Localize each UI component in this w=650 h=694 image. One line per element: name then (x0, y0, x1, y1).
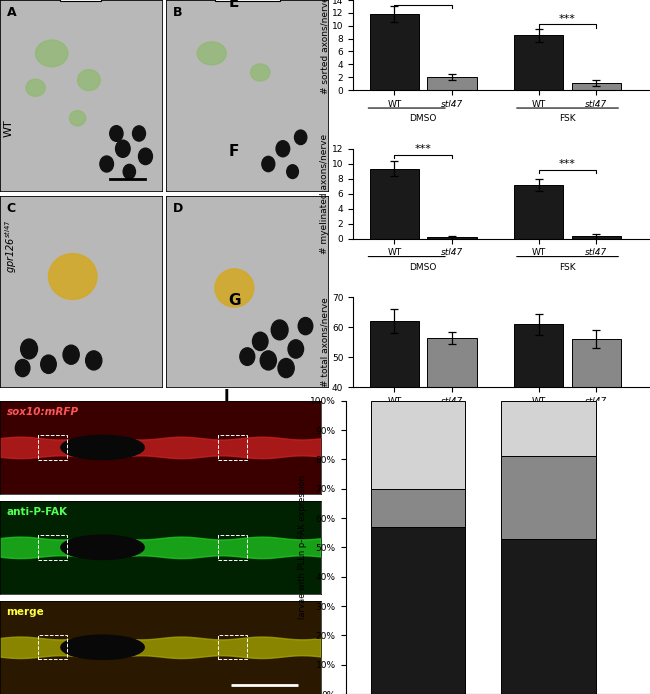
Text: B: B (173, 6, 183, 19)
Circle shape (123, 164, 135, 179)
Text: ***: *** (415, 0, 432, 5)
Circle shape (262, 156, 275, 171)
Y-axis label: # sorted axons/nerve: # sorted axons/nerve (320, 0, 329, 94)
Text: sox10:mRFP: sox10:mRFP (6, 407, 79, 417)
Circle shape (61, 635, 144, 659)
Bar (38, 535, 68, 559)
Text: D: D (173, 202, 183, 215)
Bar (427, 237, 477, 239)
Text: WT: WT (3, 119, 13, 137)
Text: anti-P-FAK: anti-P-FAK (6, 507, 68, 517)
Circle shape (278, 359, 294, 378)
Ellipse shape (49, 253, 97, 299)
Bar (514, 185, 564, 239)
Bar (370, 14, 419, 90)
Bar (218, 635, 247, 659)
Bar (371, 527, 465, 694)
Text: ***: *** (415, 144, 432, 154)
Text: DMSO: DMSO (410, 115, 437, 124)
Circle shape (86, 351, 102, 370)
Text: ***: *** (559, 14, 576, 24)
Bar (371, 400, 465, 489)
Text: I: I (224, 389, 229, 404)
Circle shape (252, 332, 268, 350)
Bar (571, 83, 621, 90)
Y-axis label: # myelinated axons/nerve: # myelinated axons/nerve (320, 133, 329, 253)
Circle shape (63, 345, 79, 364)
Circle shape (138, 149, 152, 164)
Bar (427, 337, 477, 507)
Y-axis label: larvae with PLLn p-FAK expression: larvae with PLLn p-FAK expression (298, 475, 307, 619)
Circle shape (41, 355, 57, 373)
Bar (427, 77, 477, 90)
Bar (370, 169, 419, 239)
Circle shape (61, 435, 144, 459)
Text: A: A (6, 6, 16, 19)
Circle shape (21, 339, 38, 359)
Circle shape (61, 535, 144, 559)
Bar (501, 457, 595, 539)
Bar (38, 635, 68, 659)
Circle shape (100, 156, 114, 172)
Circle shape (260, 351, 276, 370)
Bar (38, 435, 68, 459)
Text: FSK: FSK (559, 412, 576, 421)
Bar (571, 237, 621, 239)
Text: C: C (6, 202, 16, 215)
Ellipse shape (26, 79, 46, 96)
Bar (370, 321, 419, 507)
Bar (218, 535, 247, 559)
Text: DMSO: DMSO (410, 412, 437, 421)
Text: FSK: FSK (559, 115, 576, 124)
Circle shape (240, 348, 255, 365)
Circle shape (110, 126, 123, 142)
Bar (218, 435, 247, 459)
Text: gpr126$^{stl47}$: gpr126$^{stl47}$ (3, 220, 19, 273)
Circle shape (16, 359, 30, 377)
Ellipse shape (77, 69, 100, 91)
Bar (514, 35, 564, 90)
Circle shape (116, 140, 130, 158)
Ellipse shape (70, 110, 86, 126)
Text: merge: merge (6, 607, 44, 617)
Circle shape (287, 164, 298, 178)
Bar (371, 489, 465, 527)
Text: DMSO: DMSO (410, 263, 437, 272)
Circle shape (133, 126, 146, 141)
Y-axis label: # total axons/nerve: # total axons/nerve (320, 297, 329, 387)
Ellipse shape (197, 42, 226, 65)
Circle shape (276, 141, 290, 157)
Circle shape (298, 318, 313, 335)
Circle shape (294, 130, 307, 144)
Text: ***: *** (559, 159, 576, 169)
Bar (514, 324, 564, 507)
Text: F: F (228, 144, 239, 159)
Bar (571, 339, 621, 507)
Circle shape (288, 340, 304, 358)
Ellipse shape (250, 64, 270, 81)
Bar (501, 400, 595, 457)
Text: G: G (228, 293, 241, 307)
Text: FSK: FSK (559, 263, 576, 272)
Bar (501, 539, 595, 694)
Ellipse shape (215, 269, 254, 307)
Circle shape (271, 320, 288, 340)
Ellipse shape (36, 40, 68, 67)
Text: E: E (228, 0, 239, 10)
